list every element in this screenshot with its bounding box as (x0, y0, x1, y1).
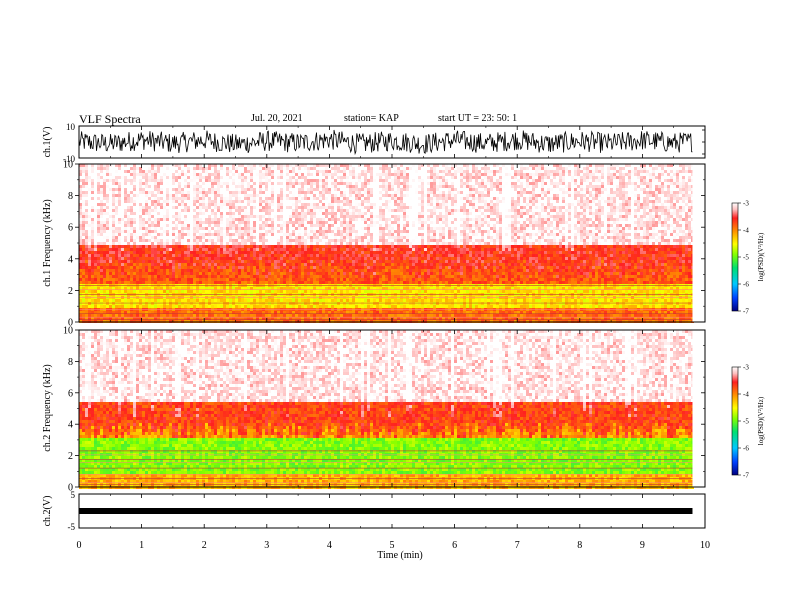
colorbar-ch1: -3 -4 -5 -6 -7 log(PSD)(V²/Hz) (731, 200, 765, 316)
spec2-ytick-label: 8 (68, 357, 73, 368)
colorbar-ch1-ticks: -3 -4 -5 -6 -7 (738, 200, 749, 316)
ch2-ytick-bottom: -5 (68, 522, 76, 532)
cbticks1-label: -6 (743, 281, 749, 289)
time-tick-label: 5 (390, 540, 395, 551)
start-time-label: start UT = 23: 50: 1 (438, 113, 517, 124)
cbticks2-label: -6 (743, 445, 749, 453)
spectrogram-ch1-yticks: 0 2 4 6 8 10 (63, 160, 705, 329)
panel-spectrogram-ch2: 0 2 4 6 8 10 ch.2 Frequency (kHz) (42, 326, 706, 494)
colorbar-ch2-gradient (731, 366, 739, 476)
spec1-ytick-label: 4 (68, 254, 73, 265)
time-tick-label: 8 (577, 540, 582, 551)
time-tick-label: 10 (700, 540, 710, 551)
waveform-ch1-trace (78, 129, 705, 156)
ch1-ytick-bottom: -10 (63, 154, 75, 164)
spec2-ytick-label: 10 (63, 326, 73, 337)
panel-spectrogram-ch1: 0 2 4 6 8 10 ch.1 Frequency (kHz) (42, 160, 706, 329)
spec1-ytick-label: 8 (68, 191, 73, 202)
spec1-ytick-label: 0 (68, 318, 73, 329)
spec1-ytick-label: 2 (68, 286, 73, 297)
time-tick-label: 2 (202, 540, 207, 551)
ch2-ytick-top: 5 (71, 490, 76, 500)
colorbar-ch2: -3 -4 -5 -6 -7 log(PSD)(V²/Hz) (731, 364, 765, 480)
time-tick-label: 3 (264, 540, 269, 551)
cbticks1-label: -4 (743, 227, 749, 235)
cbticks1-label: -5 (743, 254, 749, 262)
ch1-spectrogram-ylabel: ch.1 Frequency (kHz) (42, 199, 53, 286)
spec2-ytick-label: 0 (68, 483, 73, 494)
figure-title: VLF Spectra (79, 112, 141, 127)
colorbar-ch1-label: log(PSD)(V²/Hz) (757, 232, 765, 281)
cbticks2-label: -3 (743, 364, 749, 372)
spec1-ytick-label: 6 (68, 223, 73, 234)
colorbar-ch1-gradient (731, 202, 739, 312)
cbticks2-label: -5 (743, 418, 749, 426)
waveform-ch1-line (78, 129, 693, 156)
cbticks2-label: -7 (743, 472, 749, 480)
spec2-ytick-label: 4 (68, 420, 73, 431)
date-label: Jul. 20, 2021 (251, 113, 303, 124)
time-axis: 0 1 2 3 4 5 6 7 8 9 10 (77, 126, 710, 551)
spectrogram-ch2-yticks: 0 2 4 6 8 10 (63, 326, 705, 494)
spectrogram-ch2-image (79, 330, 705, 489)
colorbar-ch2-label: log(PSD)(V²/Hz) (757, 396, 765, 445)
colorbar-ch2-ticks: -3 -4 -5 -6 -7 (738, 364, 749, 480)
cbticks1-label: -7 (743, 308, 749, 316)
ch2-waveform-ylabel: ch.2(V) (42, 496, 53, 527)
time-tick-label: 1 (139, 540, 144, 551)
spec1-ytick-label: 10 (63, 160, 73, 171)
spec2-ytick-label: 2 (68, 451, 73, 462)
time-tick-label: 7 (515, 540, 520, 551)
ch1-ytick-top: 10 (66, 122, 76, 132)
ch2-spectrogram-ylabel: ch.2 Frequency (kHz) (42, 364, 53, 451)
time-tick-label: 0 (77, 540, 82, 551)
waveform-ch2-trace (79, 508, 693, 514)
cbticks1-label: -3 (743, 200, 749, 208)
ch1-waveform-ylabel: ch.1(V) (42, 127, 53, 158)
time-tick-label: 4 (327, 540, 332, 551)
station-label: station= KAP (344, 113, 399, 124)
time-axis-label: Time (min) (377, 550, 422, 561)
time-tick-label: 9 (640, 540, 645, 551)
spec2-ytick-label: 6 (68, 388, 73, 399)
spectrogram-ch1-image (79, 164, 705, 323)
time-tick-label: 6 (452, 540, 457, 551)
cbticks2-label: -4 (743, 391, 749, 399)
